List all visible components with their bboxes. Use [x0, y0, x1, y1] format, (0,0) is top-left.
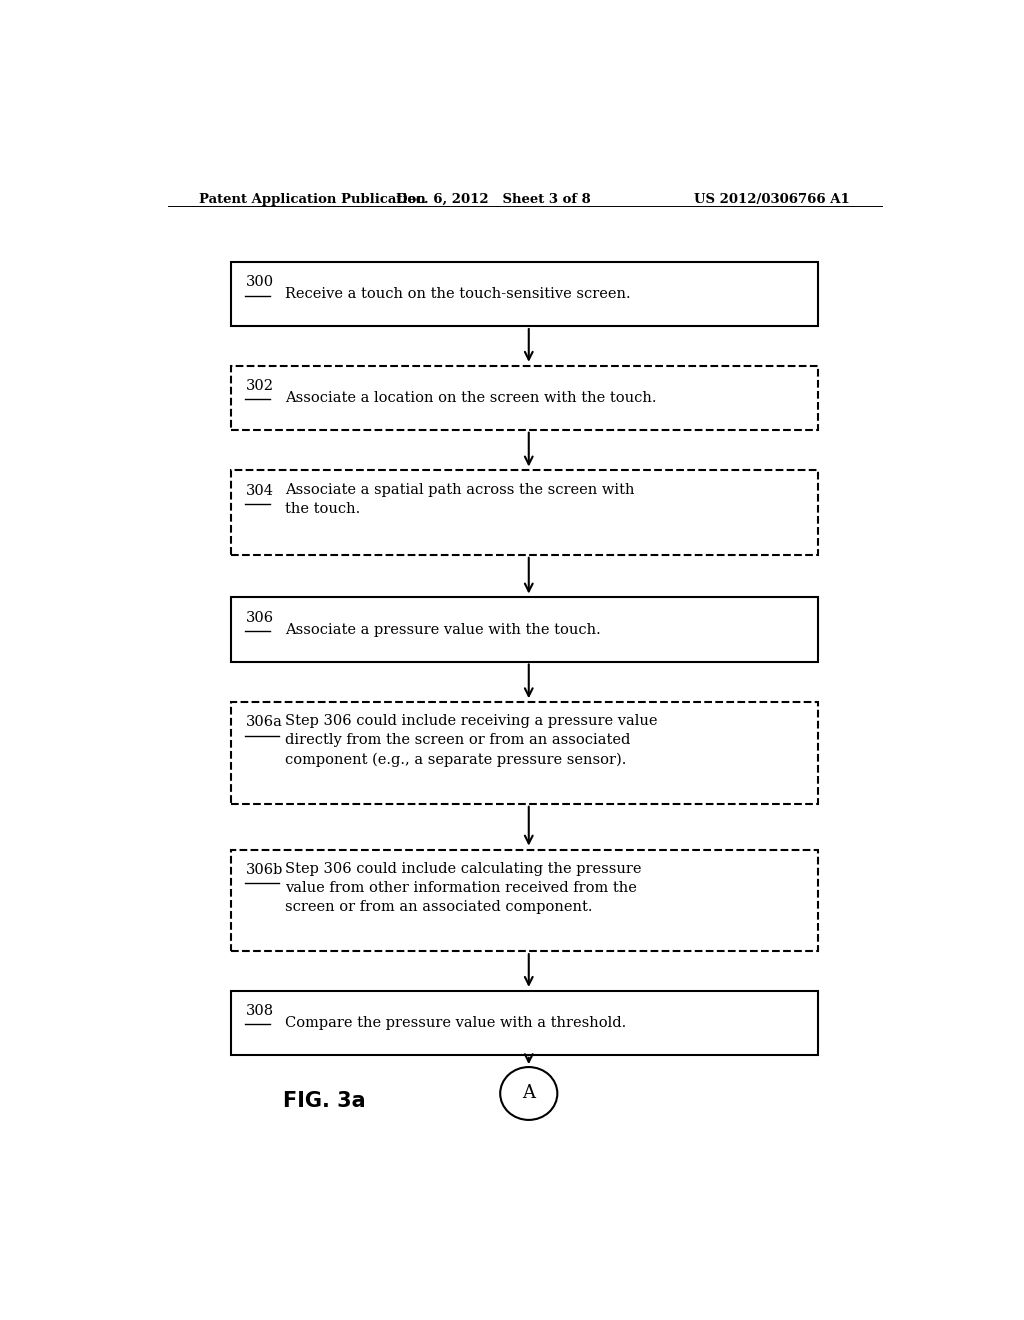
Text: Compare the pressure value with a threshold.: Compare the pressure value with a thresh… — [285, 1016, 627, 1030]
Text: Dec. 6, 2012   Sheet 3 of 8: Dec. 6, 2012 Sheet 3 of 8 — [395, 193, 591, 206]
Text: 304: 304 — [246, 483, 273, 498]
Text: Receive a touch on the touch-sensitive screen.: Receive a touch on the touch-sensitive s… — [285, 286, 631, 301]
Text: 300: 300 — [246, 276, 273, 289]
FancyBboxPatch shape — [231, 991, 818, 1055]
FancyBboxPatch shape — [231, 850, 818, 952]
FancyBboxPatch shape — [231, 366, 818, 430]
Text: Associate a spatial path across the screen with
the touch.: Associate a spatial path across the scre… — [285, 483, 635, 516]
Ellipse shape — [500, 1067, 557, 1119]
Text: Associate a location on the screen with the touch.: Associate a location on the screen with … — [285, 391, 656, 405]
Text: 306: 306 — [246, 611, 273, 624]
Text: 302: 302 — [246, 379, 273, 393]
Text: 306a: 306a — [246, 715, 283, 730]
Text: 306b: 306b — [246, 863, 283, 876]
Text: Step 306 could include calculating the pressure
value from other information rec: Step 306 could include calculating the p… — [285, 862, 642, 913]
Text: Associate a pressure value with the touch.: Associate a pressure value with the touc… — [285, 623, 601, 636]
FancyBboxPatch shape — [231, 598, 818, 661]
FancyBboxPatch shape — [231, 702, 818, 804]
Text: Patent Application Publication: Patent Application Publication — [200, 193, 426, 206]
FancyBboxPatch shape — [231, 263, 818, 326]
Text: Step 306 could include receiving a pressure value
directly from the screen or fr: Step 306 could include receiving a press… — [285, 714, 657, 767]
Text: FIG. 3a: FIG. 3a — [283, 1090, 366, 1110]
Text: 308: 308 — [246, 1005, 273, 1018]
FancyBboxPatch shape — [231, 470, 818, 554]
Text: US 2012/0306766 A1: US 2012/0306766 A1 — [694, 193, 850, 206]
Text: A: A — [522, 1085, 536, 1102]
